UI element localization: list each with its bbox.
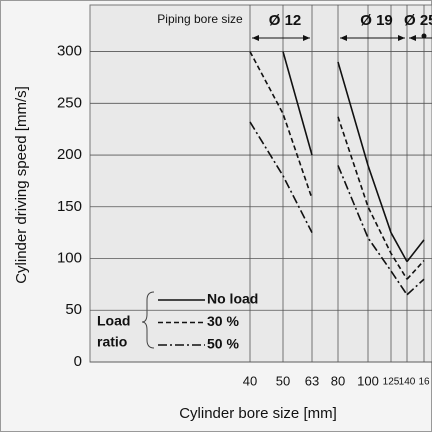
y-tick-label: 250 <box>57 94 82 111</box>
x-tick-label: 125 <box>383 377 400 388</box>
series-line <box>337 116 408 280</box>
series-line <box>282 51 313 156</box>
series-line <box>406 278 425 296</box>
arrow-head <box>409 35 416 41</box>
legend-label: No load <box>207 291 258 307</box>
group-label: Ø 12 <box>269 12 302 29</box>
y-axis-label: Cylinder driving speed [mm/s] <box>13 86 30 284</box>
legend-title: Load <box>97 313 130 329</box>
arrow-head <box>303 35 310 41</box>
series-line <box>337 61 408 263</box>
plot-area <box>89 4 432 363</box>
arrow-head <box>340 35 347 41</box>
y-tick-label: 50 <box>65 301 82 318</box>
y-tick-label: 150 <box>57 198 82 215</box>
series-line <box>406 260 425 280</box>
x-tick-label: 40 <box>243 373 257 388</box>
series-line <box>249 51 313 199</box>
arrow-head <box>252 35 259 41</box>
legend-title: ratio <box>97 334 127 350</box>
series-line <box>337 165 408 296</box>
y-tick-label: 100 <box>57 249 82 266</box>
series-line <box>249 121 313 234</box>
y-tick-label: 300 <box>57 43 82 60</box>
group-label: Ø 19 <box>360 12 393 29</box>
x-tick-label: 16 <box>418 377 430 388</box>
legend-label: 50 % <box>207 336 239 352</box>
x-tick-label: 80 <box>331 373 345 388</box>
x-tick-label: 100 <box>357 373 379 388</box>
arrow-head <box>398 35 405 41</box>
y-tick-label: 200 <box>57 146 82 163</box>
group-title: Piping bore size <box>157 12 243 26</box>
series-line <box>406 239 425 263</box>
x-tick-label: 50 <box>276 373 290 388</box>
legend-brace <box>141 291 155 349</box>
x-axis-label: Cylinder bore size [mm] <box>179 405 337 422</box>
x-tick-label: 140 <box>399 377 416 388</box>
x-tick-label: 63 <box>305 373 319 388</box>
group-label: Ø 25 <box>404 12 432 29</box>
group-dot <box>421 33 427 39</box>
legend-label: 30 % <box>207 313 239 329</box>
y-tick-label: 0 <box>74 353 82 370</box>
